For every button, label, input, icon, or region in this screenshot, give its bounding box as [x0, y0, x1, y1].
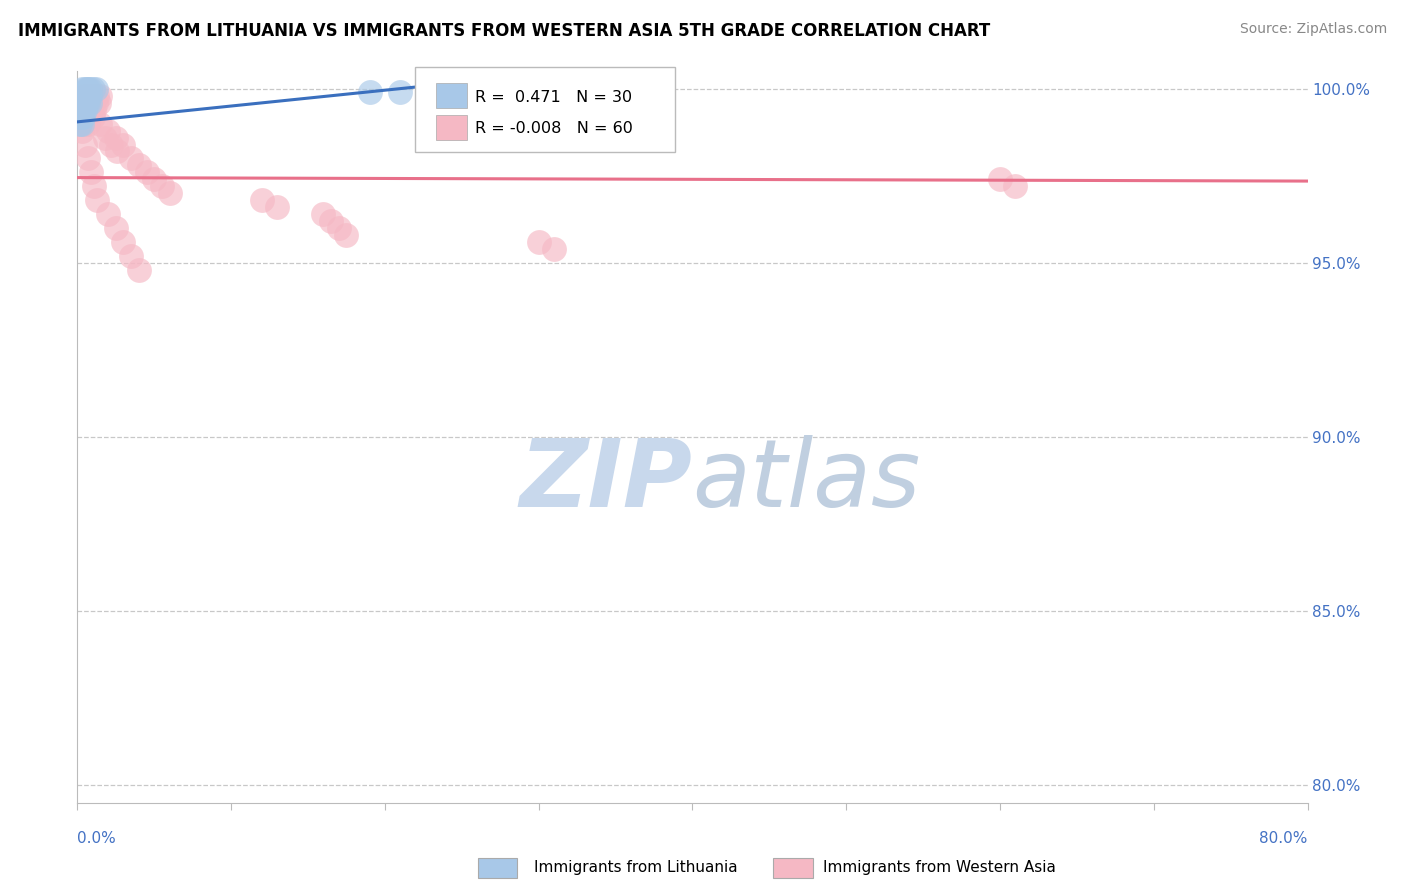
Point	[70, 117, 93, 131]
Point	[80, 103, 103, 117]
Point	[83, 103, 105, 117]
Point	[120, 249, 142, 263]
Point	[72, 110, 94, 124]
Point	[69, 95, 91, 110]
Point	[250, 193, 273, 207]
Point	[135, 165, 157, 179]
Point	[77, 95, 100, 110]
Point	[76, 110, 98, 124]
Point	[73, 103, 96, 117]
Text: Source: ZipAtlas.com: Source: ZipAtlas.com	[1240, 22, 1388, 37]
Point	[79, 110, 101, 124]
Point	[97, 207, 120, 221]
Text: atlas: atlas	[693, 435, 921, 526]
Point	[80, 88, 103, 103]
Point	[84, 82, 107, 96]
Point	[83, 179, 105, 194]
Point	[128, 263, 150, 277]
Point	[70, 123, 93, 137]
Point	[988, 172, 1011, 186]
Point	[69, 103, 91, 117]
Point	[69, 117, 91, 131]
Point	[543, 242, 565, 256]
Point	[79, 88, 101, 103]
Text: Immigrants from Lithuania: Immigrants from Lithuania	[534, 860, 738, 874]
Point	[359, 85, 381, 99]
Point	[319, 214, 342, 228]
Point	[82, 82, 104, 96]
Point	[76, 95, 98, 110]
Text: 80.0%: 80.0%	[1260, 831, 1308, 846]
Point	[86, 193, 108, 207]
Point	[86, 88, 108, 103]
Point	[120, 152, 142, 166]
Point	[73, 88, 96, 103]
Point	[312, 207, 335, 221]
Point	[70, 95, 93, 110]
Point	[77, 88, 100, 103]
Point	[72, 103, 94, 117]
Point	[266, 200, 288, 214]
Point	[73, 82, 96, 96]
Point	[72, 95, 94, 110]
Point	[77, 103, 100, 117]
Point	[527, 235, 550, 249]
Point	[70, 103, 93, 117]
Point	[335, 228, 357, 243]
Point	[76, 88, 98, 103]
Point	[1004, 179, 1026, 194]
Point	[70, 82, 93, 96]
Point	[94, 130, 117, 145]
Point	[82, 95, 104, 110]
Point	[72, 110, 94, 124]
Point	[79, 95, 101, 110]
Point	[112, 137, 135, 152]
Point	[100, 137, 122, 152]
Point	[84, 95, 107, 110]
Point	[143, 172, 166, 186]
Point	[159, 186, 181, 201]
Point	[79, 95, 101, 110]
Text: ZIP: ZIP	[520, 435, 693, 527]
Point	[77, 82, 100, 96]
Point	[97, 123, 120, 137]
Point	[69, 110, 91, 124]
Point	[104, 221, 127, 235]
Point	[73, 88, 96, 103]
Point	[128, 158, 150, 172]
Point	[73, 117, 96, 131]
Point	[77, 88, 100, 103]
Point	[70, 110, 93, 124]
Point	[70, 117, 93, 131]
Point	[76, 95, 98, 110]
Point	[70, 103, 93, 117]
Point	[72, 95, 94, 110]
Point	[70, 88, 93, 103]
Text: IMMIGRANTS FROM LITHUANIA VS IMMIGRANTS FROM WESTERN ASIA 5TH GRADE CORRELATION : IMMIGRANTS FROM LITHUANIA VS IMMIGRANTS …	[18, 22, 991, 40]
Point	[89, 117, 111, 131]
Point	[150, 179, 173, 194]
Point	[79, 82, 101, 96]
Point	[77, 152, 100, 166]
Point	[89, 88, 111, 103]
Point	[389, 85, 412, 99]
Text: 0.0%: 0.0%	[77, 831, 117, 846]
Point	[112, 235, 135, 249]
Point	[82, 110, 104, 124]
Point	[73, 103, 96, 117]
Text: Immigrants from Western Asia: Immigrants from Western Asia	[823, 860, 1056, 874]
Point	[105, 145, 128, 159]
Point	[87, 95, 110, 110]
Point	[83, 88, 105, 103]
Point	[76, 82, 98, 96]
Point	[104, 130, 127, 145]
Text: R =  0.471   N = 30: R = 0.471 N = 30	[475, 89, 633, 104]
Point	[328, 221, 350, 235]
Point	[73, 137, 96, 152]
Point	[80, 165, 103, 179]
Text: R = -0.008   N = 60: R = -0.008 N = 60	[475, 121, 633, 136]
Point	[70, 88, 93, 103]
Point	[77, 117, 100, 131]
Point	[73, 95, 96, 110]
